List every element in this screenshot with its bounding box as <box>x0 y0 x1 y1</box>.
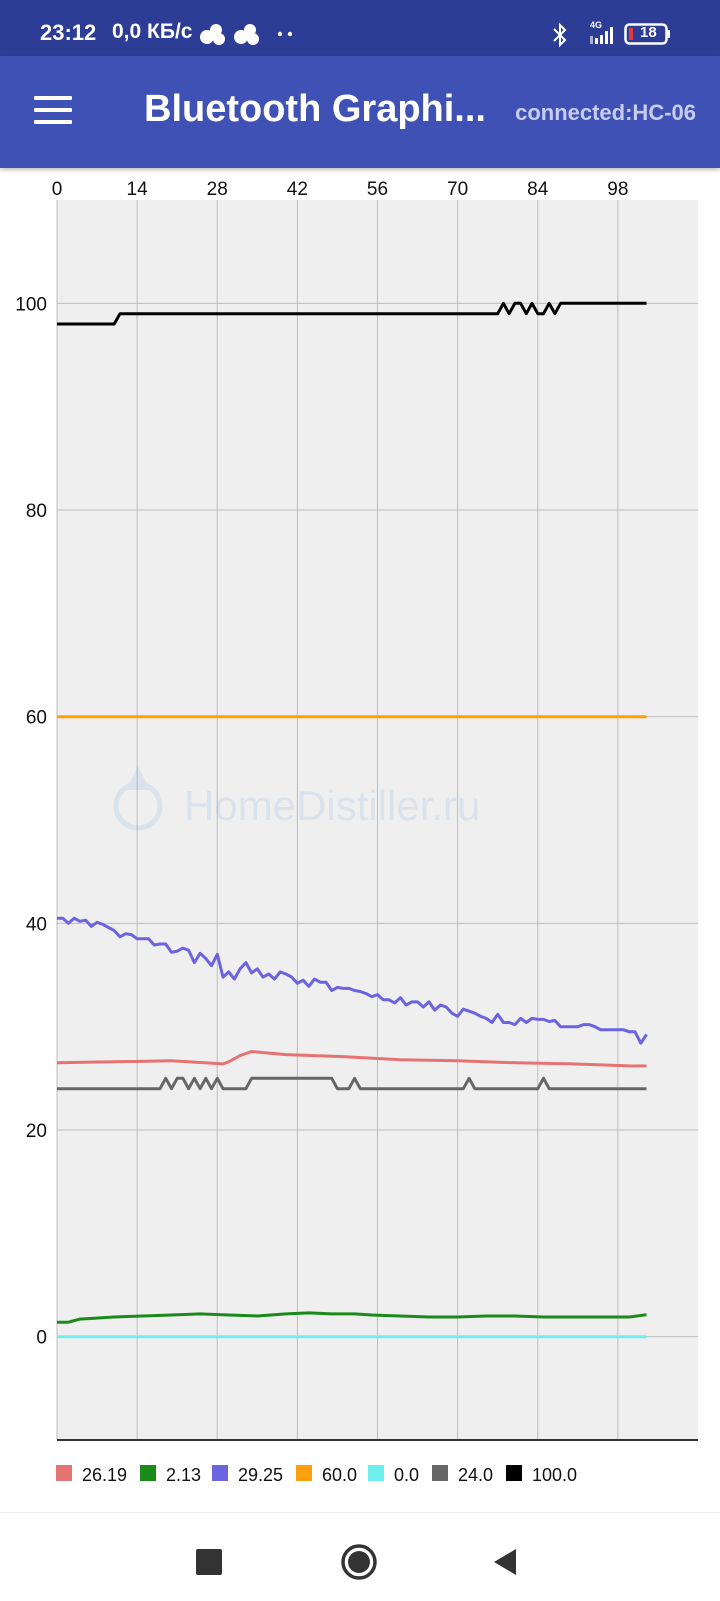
menu-icon <box>34 96 72 100</box>
legend-label: 60.0 <box>322 1465 357 1485</box>
x-tick-label: 14 <box>127 179 149 200</box>
x-tick-label: 42 <box>287 179 308 200</box>
status-network-speed: 0,0 КБ/с <box>112 20 193 43</box>
app-title: Bluetooth Graphi... <box>144 88 486 130</box>
y-tick-label: 20 <box>26 1121 47 1142</box>
status-bar: 23:12 0,0 КБ/с 4G 18 <box>0 0 720 56</box>
x-tick-label: 70 <box>447 179 468 200</box>
battery-icon <box>624 23 670 45</box>
y-tick-label: 80 <box>26 501 47 522</box>
connection-status: connected:HC-06 <box>515 100 696 125</box>
series-line-1 <box>56 1050 647 1068</box>
x-tick-label: 84 <box>527 179 549 200</box>
legend-swatch <box>368 1465 384 1481</box>
series-group <box>56 301 648 1339</box>
y-tick-label: 60 <box>26 708 47 729</box>
legend-swatch <box>432 1465 448 1481</box>
home-button[interactable] <box>340 1543 378 1581</box>
legend-swatch <box>212 1465 228 1481</box>
watermark: HomeDistiller.ru <box>113 766 480 831</box>
cloud-icon <box>234 24 259 45</box>
y-axis: 100 80 60 40 20 0 <box>15 294 47 1348</box>
legend-swatch <box>140 1465 156 1481</box>
legend-swatch <box>296 1465 312 1481</box>
x-tick-label: 0 <box>52 179 63 200</box>
signal-icon <box>590 27 613 44</box>
legend-swatch <box>56 1465 72 1481</box>
x-tick-label: 28 <box>207 179 228 200</box>
legend-label: 29.25 <box>238 1465 283 1485</box>
legend: 26.19 2.13 29.25 60.0 0.0 24.0 100.0 <box>56 1465 577 1485</box>
network-type: 4G <box>590 20 603 30</box>
y-tick-label: 100 <box>15 294 47 315</box>
back-button[interactable] <box>492 1547 518 1577</box>
status-time: 23:12 <box>40 20 97 45</box>
series-line-3 <box>57 916 648 1045</box>
series-line-2 <box>57 1311 647 1324</box>
watermark-text: HomeDistiller.ru <box>184 782 480 829</box>
recent-apps-button[interactable] <box>196 1549 222 1575</box>
x-tick-label: 98 <box>607 179 628 200</box>
legend-label: 2.13 <box>166 1465 201 1485</box>
menu-button[interactable] <box>34 96 74 128</box>
dots-icon <box>277 31 293 37</box>
app-bar: Bluetooth Graphi... connected:HC-06 <box>0 56 720 168</box>
legend-label: 100.0 <box>532 1465 577 1485</box>
cloud-icon <box>200 24 225 45</box>
legend-swatch <box>506 1465 522 1481</box>
legend-label: 24.0 <box>458 1465 493 1485</box>
navigation-bar <box>0 1512 720 1601</box>
series-line-7 <box>57 301 647 326</box>
battery-level: 18 <box>640 24 657 41</box>
bluetooth-icon <box>553 22 567 48</box>
legend-label: 26.19 <box>82 1465 127 1485</box>
series-line-6 <box>57 1076 647 1091</box>
line-chart: HomeDistiller.ru 0 14 28 42 56 70 84 98 100 80 60… <box>15 179 698 1485</box>
x-tick-label: 56 <box>367 179 388 200</box>
y-tick-label: 40 <box>26 914 47 935</box>
y-tick-label: 0 <box>36 1328 47 1349</box>
legend-label: 0.0 <box>394 1465 419 1485</box>
x-grid <box>56 200 619 1440</box>
x-axis: 0 14 28 42 56 70 84 98 <box>52 179 629 200</box>
